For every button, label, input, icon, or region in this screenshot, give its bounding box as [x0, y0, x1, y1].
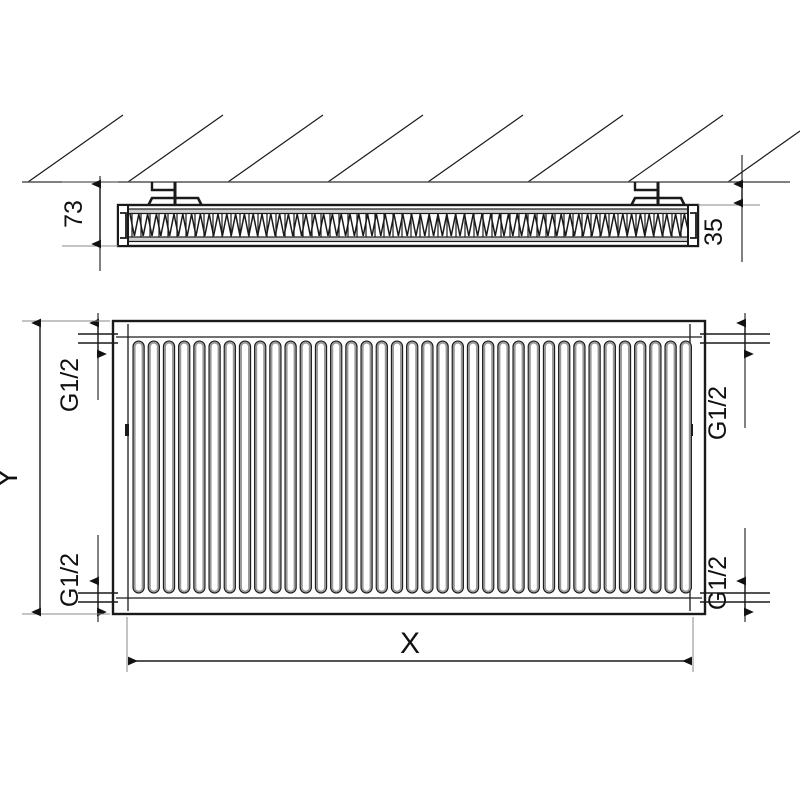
g12-label-bottom-left: G1/2	[56, 553, 84, 607]
connection-port-top-right	[700, 333, 770, 344]
wall-hatching	[27, 114, 800, 183]
front-elevation-view: G1/2 G1/2 G1/2 G1/2 Y	[0, 313, 770, 672]
gap-dimension-label: 35	[700, 218, 728, 246]
dimension-g12-bottom-left: G1/2	[56, 535, 107, 622]
wall-bracket-right	[629, 182, 687, 207]
g12-label-top-left: G1/2	[56, 358, 84, 412]
wall-bracket-left	[146, 182, 204, 207]
height-dimension-label: Y	[0, 468, 24, 488]
width-dimension-label: X	[400, 627, 420, 660]
convector-fins-section	[129, 213, 689, 237]
convector-fins-front	[132, 340, 692, 594]
connection-port-bottom-right	[700, 592, 770, 603]
dimension-g12-bottom-right: G1/2	[704, 528, 754, 622]
dimension-width-X: X	[126, 617, 694, 672]
dimension-g12-top-left: G1/2	[56, 313, 107, 412]
dimension-g12-top-right: G1/2	[704, 313, 754, 440]
radiator-section-body	[116, 203, 700, 248]
g12-label-bottom-right: G1/2	[704, 556, 732, 610]
dimension-depth-73: 73	[60, 176, 118, 271]
depth-dimension-label: 73	[60, 200, 88, 228]
side-section-view: 73 35	[22, 114, 800, 271]
dimension-gap-35: 35	[698, 155, 760, 262]
g12-label-top-right: G1/2	[704, 386, 732, 440]
dimension-height-Y: Y	[0, 318, 110, 617]
